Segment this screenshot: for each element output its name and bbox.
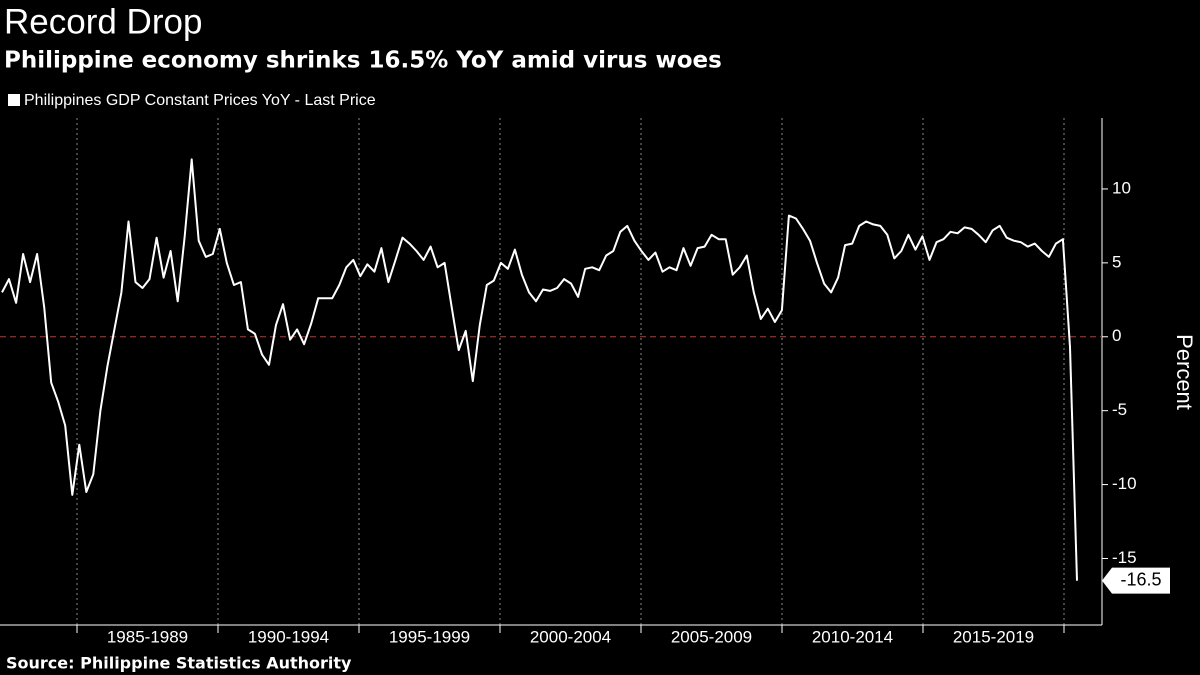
x-tick-label: 2010-2014 [812,627,893,646]
y2-tick-label: -5 [1112,400,1127,419]
x-tick-label: 2015-2019 [953,627,1034,646]
y2-tick-label: -15 [1112,548,1137,567]
y2-tick-label: -10 [1112,474,1137,493]
x-tick-label: 1995-1999 [389,627,470,646]
x-tick-label: 2005-2009 [671,627,752,646]
legend-swatch [8,94,20,106]
x-tick-label: 1985-1989 [107,627,188,646]
last-value-tag [1102,567,1170,594]
last-value-label: -16.5 [1120,569,1161,589]
chart-subtitle: Philippine economy shrinks 16.5% YoY ami… [4,48,722,74]
y2-axis-label: Percent [1172,334,1197,410]
y2-tick-label: 10 [1112,178,1131,197]
y2-tick-label: 5 [1112,252,1121,271]
source: Source: Philippine Statistics Authority [6,654,352,673]
x-tick-label: 1990-1994 [248,627,329,646]
chart-title: Record Drop [4,2,202,41]
x-tick-label: 2000-2004 [530,627,611,646]
y2-tick-label: 0 [1112,326,1121,345]
legend-label: Philippines GDP Constant Prices YoY - La… [24,92,376,109]
series-line [1,158,1078,581]
